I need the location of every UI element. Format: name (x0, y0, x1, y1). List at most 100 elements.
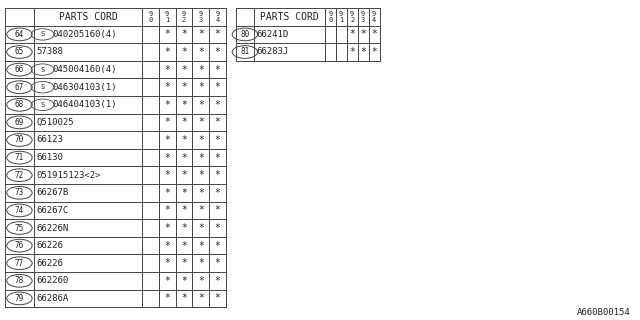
Text: A660B00154: A660B00154 (577, 308, 630, 317)
Text: *: * (181, 153, 187, 163)
Text: 66241D: 66241D (257, 30, 289, 39)
Text: *: * (349, 47, 355, 57)
Text: 3: 3 (198, 17, 203, 23)
Text: 80: 80 (240, 30, 250, 39)
Text: *: * (181, 293, 187, 303)
Text: *: * (214, 223, 220, 233)
Text: *: * (164, 117, 170, 127)
Text: 9: 9 (198, 11, 203, 17)
Text: 4: 4 (216, 17, 220, 23)
Text: 662260: 662260 (36, 276, 68, 285)
Text: 74: 74 (15, 206, 24, 215)
Text: 78: 78 (15, 276, 24, 285)
Text: *: * (181, 205, 187, 215)
Text: 73: 73 (15, 188, 24, 197)
Text: 9: 9 (148, 11, 152, 17)
Text: 051915123<2>: 051915123<2> (36, 171, 101, 180)
Text: 9: 9 (165, 11, 170, 17)
Text: *: * (371, 47, 377, 57)
Text: S: S (40, 67, 45, 73)
Text: *: * (198, 153, 204, 163)
Text: 66123: 66123 (36, 135, 63, 145)
Text: *: * (214, 153, 220, 163)
Text: *: * (181, 276, 187, 286)
Text: *: * (181, 117, 187, 127)
Text: *: * (214, 29, 220, 39)
Text: 046304103(1): 046304103(1) (52, 83, 117, 92)
Text: *: * (214, 82, 220, 92)
Text: *: * (214, 241, 220, 251)
Text: 9: 9 (182, 11, 186, 17)
Text: *: * (360, 47, 366, 57)
Text: 9: 9 (372, 11, 376, 17)
Text: 77: 77 (15, 259, 24, 268)
Text: 66: 66 (15, 65, 24, 74)
Text: 72: 72 (15, 171, 24, 180)
Text: *: * (198, 223, 204, 233)
Text: *: * (181, 47, 187, 57)
Text: 1: 1 (339, 17, 343, 23)
Text: *: * (214, 205, 220, 215)
Text: 64: 64 (15, 30, 24, 39)
Text: 70: 70 (15, 135, 24, 145)
Text: *: * (214, 65, 220, 75)
Text: *: * (164, 47, 170, 57)
Text: 66226: 66226 (36, 241, 63, 250)
Text: 0: 0 (328, 17, 332, 23)
Text: *: * (198, 258, 204, 268)
Text: 76: 76 (15, 241, 24, 250)
Text: *: * (164, 65, 170, 75)
Text: *: * (181, 241, 187, 251)
Text: 66226N: 66226N (36, 223, 68, 233)
Text: *: * (181, 258, 187, 268)
Text: *: * (164, 170, 170, 180)
Text: *: * (214, 135, 220, 145)
Text: 68: 68 (15, 100, 24, 109)
Text: *: * (164, 205, 170, 215)
Text: *: * (198, 205, 204, 215)
Text: *: * (198, 293, 204, 303)
Text: *: * (164, 135, 170, 145)
Text: *: * (214, 188, 220, 198)
Text: 66267B: 66267B (36, 188, 68, 197)
Text: *: * (164, 223, 170, 233)
Text: 79: 79 (15, 294, 24, 303)
Text: *: * (164, 29, 170, 39)
Text: 66267C: 66267C (36, 206, 68, 215)
Text: 69: 69 (15, 118, 24, 127)
Text: *: * (214, 170, 220, 180)
Text: *: * (164, 258, 170, 268)
Text: 9: 9 (350, 11, 355, 17)
Text: *: * (360, 29, 366, 39)
Text: 4: 4 (372, 17, 376, 23)
Text: *: * (198, 65, 204, 75)
Text: 71: 71 (15, 153, 24, 162)
Text: *: * (198, 188, 204, 198)
Text: *: * (214, 276, 220, 286)
Text: *: * (164, 188, 170, 198)
Text: 66286A: 66286A (36, 294, 68, 303)
Text: *: * (164, 293, 170, 303)
Text: *: * (164, 276, 170, 286)
Text: *: * (214, 100, 220, 110)
Text: 1: 1 (165, 17, 170, 23)
Text: *: * (181, 135, 187, 145)
Text: *: * (214, 293, 220, 303)
Text: 046404103(1): 046404103(1) (52, 100, 117, 109)
Text: *: * (181, 188, 187, 198)
Text: S: S (40, 84, 45, 90)
Text: S: S (40, 31, 45, 37)
Text: *: * (198, 100, 204, 110)
Text: 9: 9 (328, 11, 332, 17)
Text: *: * (181, 100, 187, 110)
Text: *: * (164, 153, 170, 163)
Text: *: * (181, 29, 187, 39)
Text: *: * (198, 170, 204, 180)
Text: 57388: 57388 (36, 47, 63, 57)
Text: *: * (181, 65, 187, 75)
Text: 2: 2 (182, 17, 186, 23)
Text: PARTS CORD: PARTS CORD (58, 12, 117, 22)
Text: 65: 65 (15, 47, 24, 57)
Text: *: * (371, 29, 377, 39)
Text: *: * (181, 223, 187, 233)
